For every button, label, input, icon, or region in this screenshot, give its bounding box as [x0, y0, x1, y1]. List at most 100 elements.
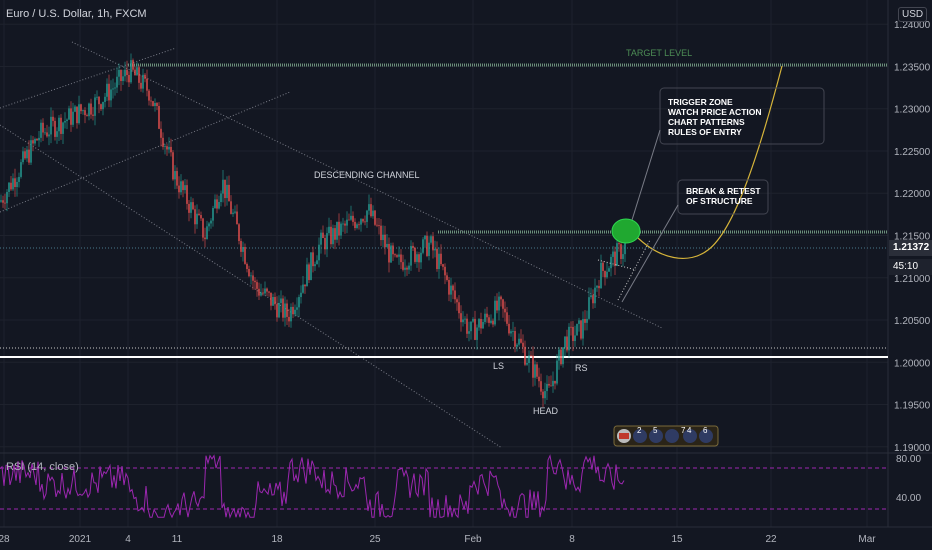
- candle: [206, 226, 208, 240]
- candle: [230, 201, 232, 214]
- candle: [552, 380, 554, 387]
- candle: [138, 67, 140, 83]
- price-tick-label: 1.24000: [894, 20, 931, 31]
- candle: [332, 228, 334, 245]
- candle: [568, 326, 570, 351]
- event-badge-2[interactable]: 5: [649, 426, 663, 443]
- candle: [236, 211, 238, 225]
- candle: [204, 237, 206, 240]
- candle: [320, 232, 322, 245]
- candle: [346, 219, 348, 226]
- rsi-axis: 80.00 40.00: [896, 454, 921, 504]
- time-tick-label: Mar: [858, 534, 876, 545]
- candle: [142, 74, 144, 89]
- candle: [80, 104, 82, 112]
- candle: [186, 185, 188, 204]
- candle: [342, 223, 344, 225]
- candle: [560, 349, 562, 365]
- candle: [174, 171, 176, 180]
- candle: [378, 225, 380, 227]
- event-badge-3[interactable]: 7: [665, 426, 686, 443]
- candle: [456, 299, 458, 303]
- candle: [252, 275, 254, 281]
- candle: [0, 200, 2, 202]
- candle: [20, 162, 22, 177]
- candle: [504, 308, 506, 313]
- event-badge-5[interactable]: 6: [699, 426, 713, 443]
- candle: [380, 225, 382, 241]
- trigger-zone-circle[interactable]: [611, 218, 641, 244]
- candle: [288, 316, 290, 322]
- event-badge-4[interactable]: 4: [683, 426, 697, 443]
- candle: [376, 224, 378, 226]
- candle: [434, 248, 436, 251]
- candle: [536, 364, 538, 377]
- currency-button[interactable]: USD: [898, 7, 928, 22]
- projection-curve[interactable]: [631, 65, 783, 259]
- candle: [524, 346, 526, 365]
- candle: [184, 185, 186, 191]
- candle: [526, 362, 528, 365]
- candle: [276, 304, 278, 318]
- candle: [218, 202, 220, 209]
- candle: [364, 221, 366, 223]
- candle: [462, 319, 464, 323]
- candle: [482, 321, 484, 329]
- price-tick-label: 1.22500: [894, 147, 931, 158]
- candle: [452, 285, 454, 291]
- candle: [42, 122, 44, 133]
- candle: [370, 204, 372, 217]
- candle: [476, 327, 478, 340]
- candle: [534, 364, 536, 378]
- price-tick-label: 1.19500: [894, 401, 931, 412]
- candle: [266, 288, 268, 292]
- candle: [48, 134, 50, 137]
- candle: [608, 268, 610, 272]
- time-tick-label: 28: [0, 534, 10, 545]
- event-badge-1[interactable]: 2: [633, 426, 647, 443]
- rsi-indicator-label[interactable]: RSI (14, close): [6, 461, 79, 473]
- candle: [530, 355, 532, 357]
- candle: [384, 234, 386, 248]
- candle: [618, 243, 620, 245]
- candle: [368, 204, 370, 211]
- candle: [412, 245, 414, 248]
- candle: [408, 265, 410, 270]
- candle: [118, 69, 120, 77]
- candle: [154, 103, 156, 106]
- economic-events[interactable]: 2 5 7 4 6: [613, 425, 719, 447]
- candle: [446, 275, 448, 281]
- candle: [418, 254, 420, 263]
- candle: [270, 292, 272, 306]
- candle: [86, 115, 88, 117]
- time-axis[interactable]: 28 2021 4 11 18 25 Feb 8 15 22 Mar: [0, 534, 876, 545]
- candle: [324, 237, 326, 250]
- candle: [254, 280, 256, 283]
- candle: [108, 83, 110, 101]
- rsi-tick-label: 40.00: [896, 493, 921, 504]
- price-axis[interactable]: 1.24000 1.23500 1.23000 1.22500 1.22000 1.215…: [894, 20, 931, 454]
- candle: [600, 262, 602, 289]
- time-tick-label: 8: [569, 534, 575, 545]
- candle: [404, 267, 406, 270]
- candle: [326, 233, 328, 250]
- candle: [284, 303, 286, 318]
- candle: [540, 381, 542, 392]
- candle: [604, 270, 606, 278]
- candle: [216, 199, 218, 209]
- price-tick-label: 1.23000: [894, 105, 931, 116]
- candle: [2, 200, 4, 203]
- candle: [10, 182, 12, 190]
- candle: [426, 235, 428, 256]
- current-price-badge: 1.21372: [889, 240, 932, 256]
- svg-text:6: 6: [703, 426, 708, 435]
- candle: [122, 76, 124, 81]
- candle: [52, 116, 54, 121]
- candle: [126, 69, 128, 75]
- descending-channel[interactable]: [0, 41, 663, 449]
- candle: [578, 320, 580, 324]
- candle: [272, 297, 274, 306]
- candle: [556, 360, 558, 384]
- candle: [508, 323, 510, 334]
